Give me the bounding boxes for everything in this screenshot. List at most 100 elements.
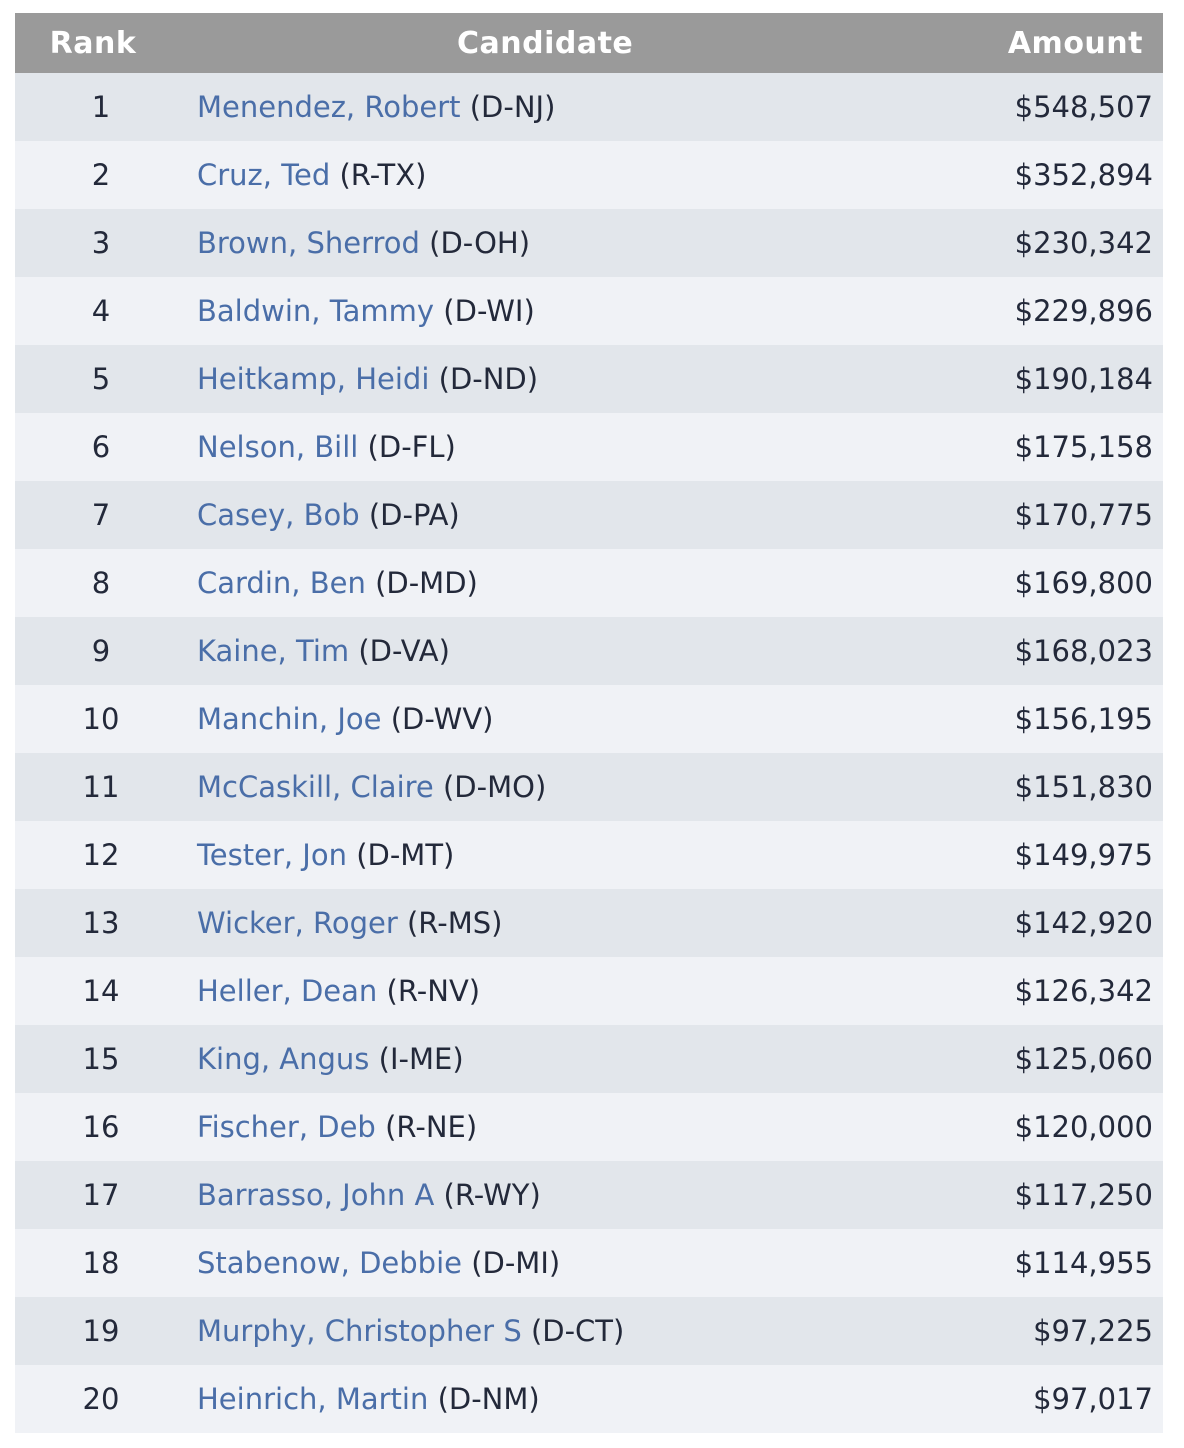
candidate-name-link[interactable]: Fischer, Deb xyxy=(197,1110,376,1144)
rank-cell: 5 xyxy=(91,362,111,396)
amount-cell: $169,800 xyxy=(1014,566,1153,600)
candidate-name-link[interactable]: Nelson, Bill xyxy=(197,430,359,464)
candidate-party-label: (R-NE) xyxy=(385,1110,478,1144)
candidate-party-label: (D-MT) xyxy=(356,838,455,872)
candidate-name-link[interactable]: Stabenow, Debbie xyxy=(197,1246,462,1280)
header-row: Rank Candidate Amount xyxy=(15,13,1163,73)
table-row: 5 Heitkamp, Heidi (D-ND) $190,184 xyxy=(15,345,1163,413)
table-row: 15 King, Angus (I-ME) $125,060 xyxy=(15,1025,1163,1093)
rank-cell: 11 xyxy=(82,770,120,804)
table-row: 8 Cardin, Ben (D-MD) $169,800 xyxy=(15,549,1163,617)
candidate-cell: Tester, Jon (D-MT) xyxy=(187,821,887,889)
rank-cell: 13 xyxy=(82,906,120,940)
candidate-name-link[interactable]: Wicker, Roger xyxy=(197,906,398,940)
candidate-party-label: (D-WI) xyxy=(443,294,535,328)
candidate-name-link[interactable]: King, Angus xyxy=(197,1042,370,1076)
amount-cell: $548,507 xyxy=(1014,90,1153,124)
candidate-party-label: (D-OH) xyxy=(429,226,531,260)
candidate-party-label: (R-WY) xyxy=(443,1178,541,1212)
rank-cell: 17 xyxy=(82,1178,120,1212)
amount-cell: $151,830 xyxy=(1014,770,1153,804)
table-header: Rank Candidate Amount xyxy=(15,13,1163,73)
candidate-cell: Heinrich, Martin (D-NM) xyxy=(187,1365,887,1433)
ranking-table-container: Rank Candidate Amount 1 Menendez, Robert … xyxy=(15,13,1163,1433)
table-row: 6 Nelson, Bill (D-FL) $175,158 xyxy=(15,413,1163,481)
amount-cell: $229,896 xyxy=(1014,294,1153,328)
candidate-party-label: (D-NM) xyxy=(437,1382,540,1416)
table-body: 1 Menendez, Robert (D-NJ) $548,507 2 Cruz, T… xyxy=(15,73,1163,1433)
table-row: 1 Menendez, Robert (D-NJ) $548,507 xyxy=(15,73,1163,141)
candidate-name-link[interactable]: Baldwin, Tammy xyxy=(197,294,435,328)
table-row: 10 Manchin, Joe (D-WV) $156,195 xyxy=(15,685,1163,753)
rank-cell: 16 xyxy=(82,1110,120,1144)
candidate-name-link[interactable]: Manchin, Joe xyxy=(197,702,382,736)
table-row: 9 Kaine, Tim (D-VA) $168,023 xyxy=(15,617,1163,685)
amount-cell: $117,250 xyxy=(1014,1178,1153,1212)
candidate-cell: Brown, Sherrod (D-OH) xyxy=(187,209,887,277)
candidate-cell: King, Angus (I-ME) xyxy=(187,1025,887,1093)
table-row: 4 Baldwin, Tammy (D-WI) $229,896 xyxy=(15,277,1163,345)
candidate-cell: Heller, Dean (R-NV) xyxy=(187,957,887,1025)
amount-cell: $175,158 xyxy=(1014,430,1153,464)
candidate-name-link[interactable]: Cruz, Ted xyxy=(197,158,331,192)
candidate-name-link[interactable]: Heitkamp, Heidi xyxy=(197,362,430,396)
candidate-name-link[interactable]: Tester, Jon xyxy=(197,838,347,872)
candidate-cell: Stabenow, Debbie (D-MI) xyxy=(187,1229,887,1297)
table-row: 16 Fischer, Deb (R-NE) $120,000 xyxy=(15,1093,1163,1161)
amount-cell: $156,195 xyxy=(1014,702,1153,736)
rank-cell: 6 xyxy=(91,430,111,464)
amount-cell: $230,342 xyxy=(1014,226,1153,260)
candidate-party-label: (R-MS) xyxy=(406,906,503,940)
rank-cell: 19 xyxy=(82,1314,120,1348)
table-row: 14 Heller, Dean (R-NV) $126,342 xyxy=(15,957,1163,1025)
candidate-cell: Murphy, Christopher S (D-CT) xyxy=(187,1297,887,1365)
candidate-name-link[interactable]: Cardin, Ben xyxy=(197,566,366,600)
candidate-party-label: (D-VA) xyxy=(358,634,450,668)
candidate-name-link[interactable]: Brown, Sherrod xyxy=(197,226,420,260)
candidate-cell: Cruz, Ted (R-TX) xyxy=(187,141,887,209)
rank-cell: 9 xyxy=(91,634,111,668)
candidate-cell: Nelson, Bill (D-FL) xyxy=(187,413,887,481)
rank-cell: 15 xyxy=(82,1042,120,1076)
table-row: 13 Wicker, Roger (R-MS) $142,920 xyxy=(15,889,1163,957)
candidate-cell: Manchin, Joe (D-WV) xyxy=(187,685,887,753)
rank-column-header[interactable]: Rank xyxy=(49,25,137,61)
candidate-party-label: (D-MI) xyxy=(471,1246,561,1280)
candidate-name-link[interactable]: Menendez, Robert xyxy=(197,90,461,124)
table-row: 7 Casey, Bob (D-PA) $170,775 xyxy=(15,481,1163,549)
amount-cell: $168,023 xyxy=(1014,634,1153,668)
candidate-name-link[interactable]: Barrasso, John A xyxy=(197,1178,435,1212)
amount-cell: $142,920 xyxy=(1014,906,1153,940)
amount-cell: $97,017 xyxy=(1033,1382,1153,1416)
candidate-name-link[interactable]: Kaine, Tim xyxy=(197,634,350,668)
table-row: 17 Barrasso, John A (R-WY) $117,250 xyxy=(15,1161,1163,1229)
rank-cell: 12 xyxy=(82,838,120,872)
table-row: 20 Heinrich, Martin (D-NM) $97,017 xyxy=(15,1365,1163,1433)
amount-cell: $126,342 xyxy=(1014,974,1153,1008)
candidate-name-link[interactable]: McCaskill, Claire xyxy=(197,770,434,804)
candidate-cell: Casey, Bob (D-PA) xyxy=(187,481,887,549)
candidate-party-label: (D-CT) xyxy=(530,1314,625,1348)
rank-cell: 14 xyxy=(82,974,120,1008)
candidate-column-header[interactable]: Candidate xyxy=(457,25,634,61)
table-row: 12 Tester, Jon (D-MT) $149,975 xyxy=(15,821,1163,889)
amount-column-header[interactable]: Amount xyxy=(1007,25,1143,61)
rank-cell: 1 xyxy=(91,90,111,124)
amount-cell: $125,060 xyxy=(1014,1042,1153,1076)
candidate-name-link[interactable]: Heller, Dean xyxy=(197,974,378,1008)
table-row: 18 Stabenow, Debbie (D-MI) $114,955 xyxy=(15,1229,1163,1297)
amount-cell: $114,955 xyxy=(1014,1246,1153,1280)
table-row: 19 Murphy, Christopher S (D-CT) $97,225 xyxy=(15,1297,1163,1365)
candidate-party-label: (D-MO) xyxy=(442,770,547,804)
table-row: 11 McCaskill, Claire (D-MO) $151,830 xyxy=(15,753,1163,821)
rank-cell: 4 xyxy=(91,294,111,328)
amount-cell: $149,975 xyxy=(1014,838,1153,872)
candidate-cell: Wicker, Roger (R-MS) xyxy=(187,889,887,957)
candidate-party-label: (D-PA) xyxy=(368,498,460,532)
candidate-name-link[interactable]: Heinrich, Martin xyxy=(197,1382,429,1416)
candidate-name-link[interactable]: Casey, Bob xyxy=(197,498,360,532)
candidate-name-link[interactable]: Murphy, Christopher S xyxy=(197,1314,522,1348)
amount-cell: $352,894 xyxy=(1014,158,1153,192)
rank-cell: 3 xyxy=(91,226,111,260)
candidate-cell: Baldwin, Tammy (D-WI) xyxy=(187,277,887,345)
